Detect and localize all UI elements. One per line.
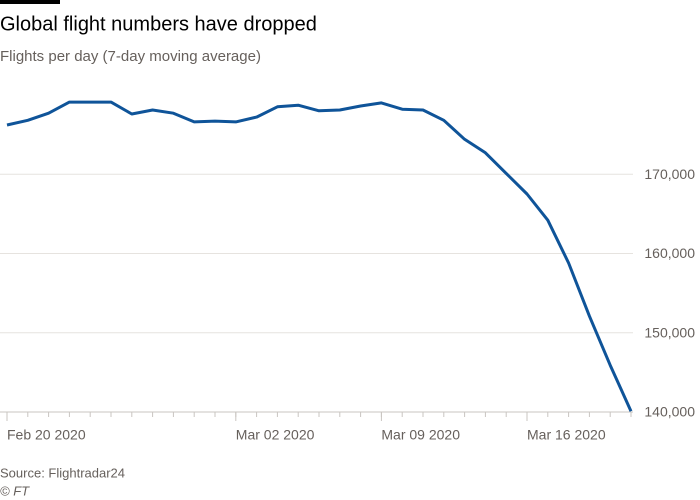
x-tick-label: Mar 16 2020 <box>527 427 606 443</box>
x-tick-label: Mar 02 2020 <box>236 427 315 443</box>
source: Source: Flightradar24 <box>0 465 125 480</box>
brand-bar <box>0 0 60 4</box>
chart-title: Global flight numbers have dropped <box>0 13 317 35</box>
x-tick-label: Mar 09 2020 <box>381 427 460 443</box>
x-tick-label: Feb 20 2020 <box>7 427 86 443</box>
y-tick-label: 170,000 <box>644 166 695 182</box>
chart-subtitle: Flights per day (7-day moving average) <box>0 48 261 65</box>
y-tick-label: 140,000 <box>644 404 695 420</box>
y-tick-label: 150,000 <box>644 324 695 340</box>
credit: © FT <box>0 483 30 498</box>
y-tick-label: 160,000 <box>644 245 695 261</box>
line <box>6 100 633 412</box>
